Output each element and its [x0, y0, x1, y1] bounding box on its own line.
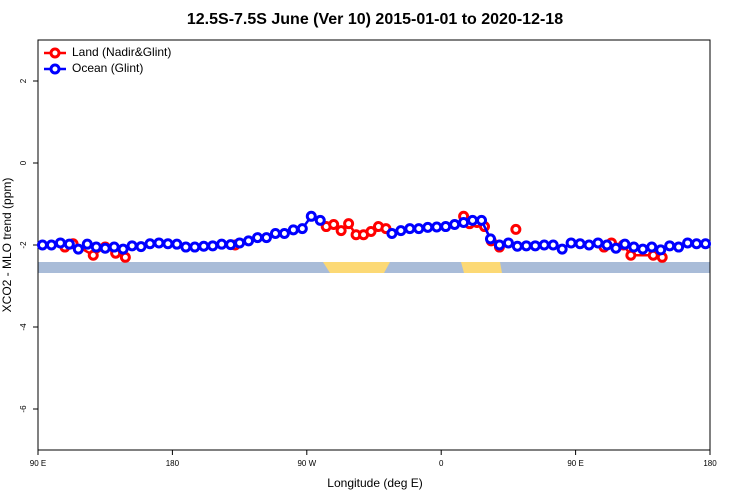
data-point: [126, 240, 138, 252]
data-point: [63, 238, 75, 250]
legend-label: Land (Nadir&Glint): [72, 45, 171, 59]
land-strip: [323, 262, 390, 273]
data-point: [610, 242, 622, 254]
land-strip: [461, 262, 502, 273]
legend-marker: [49, 47, 61, 59]
legend-label: Ocean (Glint): [72, 61, 143, 75]
data-point: [655, 244, 667, 256]
data-point: [502, 237, 514, 249]
data-point: [207, 240, 219, 252]
x-tick-label: 90 W: [297, 459, 316, 468]
data-point: [305, 210, 317, 222]
data-point: [458, 216, 470, 228]
data-point: [484, 233, 496, 245]
data-point: [365, 225, 377, 237]
x-tick-label: 180: [166, 459, 180, 468]
data-point: [386, 228, 398, 240]
y-tick-label: 2: [19, 78, 28, 83]
data-point: [449, 219, 461, 230]
chart-title: 12.5S-7.5S June (Ver 10) 2015-01-01 to 2…: [187, 11, 563, 28]
data-point: [467, 214, 479, 226]
legend-marker: [49, 63, 61, 75]
data-point: [328, 219, 340, 230]
data-point: [404, 223, 416, 235]
data-point: [36, 239, 48, 251]
data-point: [296, 223, 308, 235]
data-point: [529, 240, 541, 252]
data-point: [538, 239, 550, 251]
y-axis-label: XCO2 - MLO trend (ppm): [0, 178, 14, 313]
data-point: [162, 238, 174, 250]
data-point: [547, 239, 559, 251]
data-point: [243, 235, 255, 247]
data-point: [314, 214, 326, 226]
data-point: [260, 232, 272, 244]
data-point: [440, 221, 452, 233]
data-point: [234, 237, 246, 249]
data-point: [117, 243, 129, 255]
data-point: [90, 241, 102, 253]
data-point: [556, 243, 568, 255]
data-point: [637, 243, 649, 255]
data-point: [180, 241, 192, 253]
x-tick-label: 90 E: [567, 459, 583, 468]
data-point: [171, 238, 183, 250]
data-point: [664, 240, 676, 252]
data-point: [510, 223, 522, 235]
x-tick-label: 180: [703, 459, 717, 468]
data-point: [431, 221, 443, 233]
data-point: [520, 240, 532, 252]
data-point: [343, 218, 355, 230]
data-point: [72, 243, 84, 255]
data-point: [493, 239, 505, 251]
x-tick-label: 0: [439, 459, 444, 468]
data-point: [269, 228, 281, 240]
data-point: [601, 239, 613, 251]
data-point: [108, 241, 120, 253]
data-point: [45, 239, 57, 251]
x-axis-label: Longitude (deg E): [327, 476, 422, 490]
data-point: [287, 224, 299, 236]
data-point: [252, 232, 264, 244]
x-tick-label: 90 E: [30, 459, 46, 468]
data-point: [81, 238, 93, 250]
data-point: [691, 238, 703, 250]
y-tick-label: -2: [19, 241, 28, 249]
data-point: [153, 237, 165, 249]
data-point: [565, 237, 577, 249]
data-point: [700, 238, 712, 250]
map-strip: [38, 262, 710, 273]
data-point: [583, 239, 595, 251]
y-tick-label: -4: [19, 323, 28, 331]
data-point: [646, 241, 658, 253]
data-point: [592, 237, 604, 249]
y-tick-label: -6: [19, 405, 28, 413]
data-point: [198, 240, 210, 252]
data-point: [476, 214, 488, 226]
data-point: [225, 239, 237, 251]
data-point: [278, 228, 290, 240]
data-point: [216, 238, 228, 250]
data-point: [395, 225, 407, 237]
data-point: [574, 238, 586, 250]
data-point: [422, 221, 434, 233]
data-point: [511, 240, 523, 252]
data-point: [628, 241, 640, 253]
data-point: [99, 242, 111, 254]
data-point: [144, 238, 156, 250]
data-point: [335, 225, 347, 237]
y-tick-label: 0: [19, 160, 28, 165]
data-point: [54, 237, 66, 249]
data-point: [135, 241, 147, 253]
data-point: [682, 237, 694, 249]
data-point: [673, 241, 685, 253]
data-point: [189, 241, 201, 253]
data-point: [619, 238, 631, 250]
data-point: [413, 223, 425, 235]
